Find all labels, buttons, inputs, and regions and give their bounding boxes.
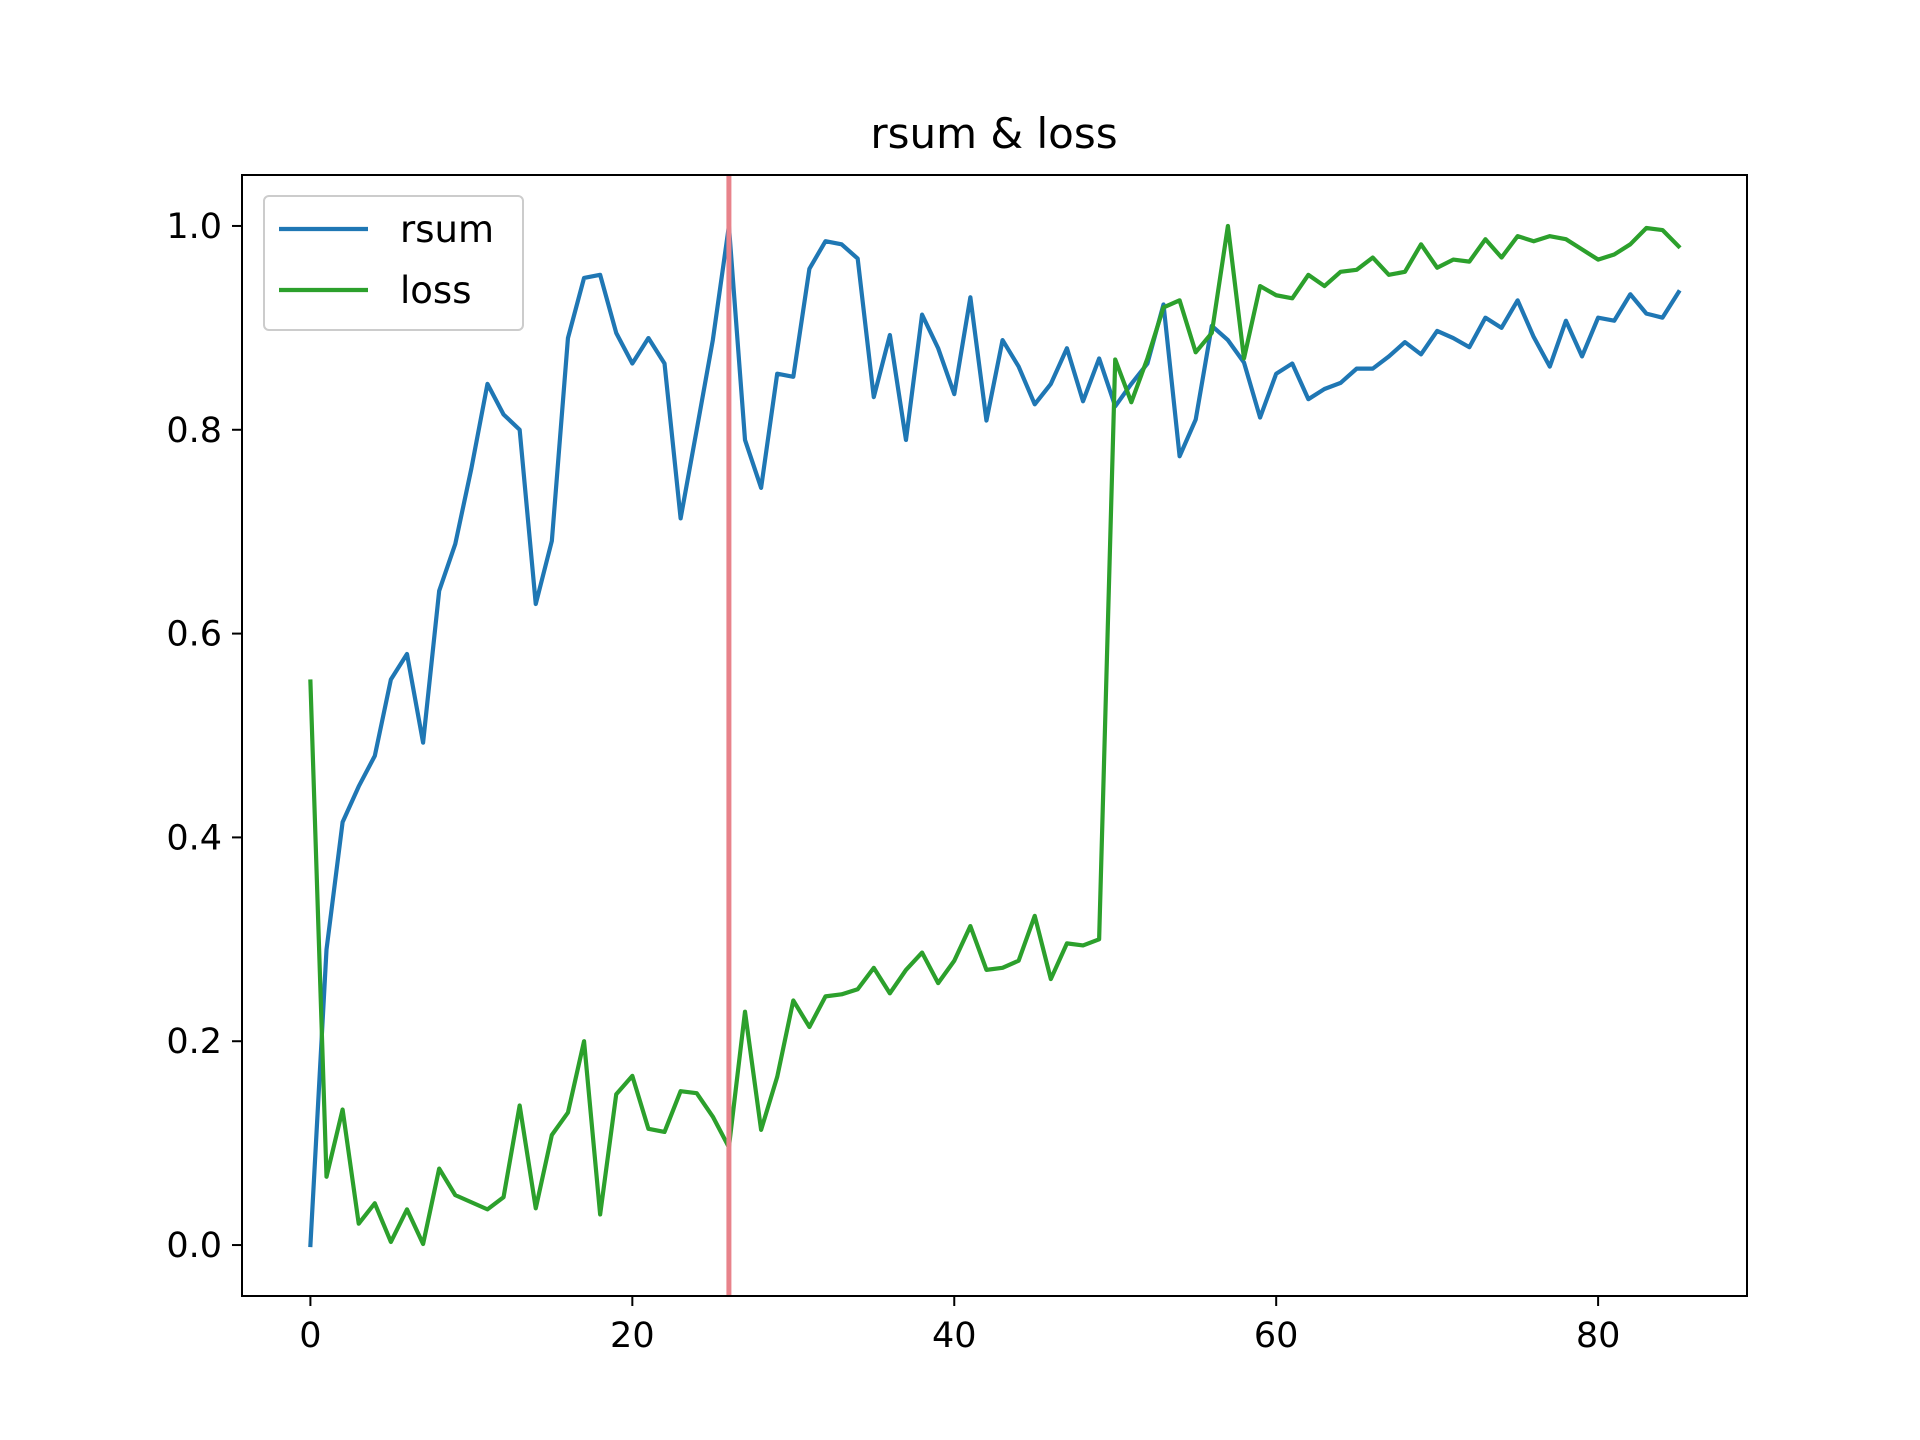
legend-label-rsum: rsum	[400, 208, 494, 251]
y-tick-label: 0.4	[166, 818, 222, 858]
series-line-rsum	[308, 223, 1682, 1248]
y-tick-label: 0.2	[166, 1022, 222, 1062]
x-tick-label: 40	[932, 1316, 977, 1356]
x-tick-label: 60	[1254, 1316, 1299, 1356]
axes-frame	[241, 174, 1748, 1297]
x-tick-label: 80	[1576, 1316, 1621, 1356]
y-tick-label: 0.8	[166, 411, 222, 451]
x-tick-label: 0	[299, 1316, 321, 1356]
y-tick-label: 0.6	[166, 615, 222, 655]
y-tick-label: 1.0	[166, 207, 222, 247]
x-tick-label: 20	[610, 1316, 655, 1356]
y-tick-label: 0.0	[166, 1226, 222, 1266]
series-line-loss	[308, 223, 1682, 1247]
legend-label-loss: loss	[400, 269, 471, 312]
chart-title: rsum & loss	[870, 109, 1117, 158]
